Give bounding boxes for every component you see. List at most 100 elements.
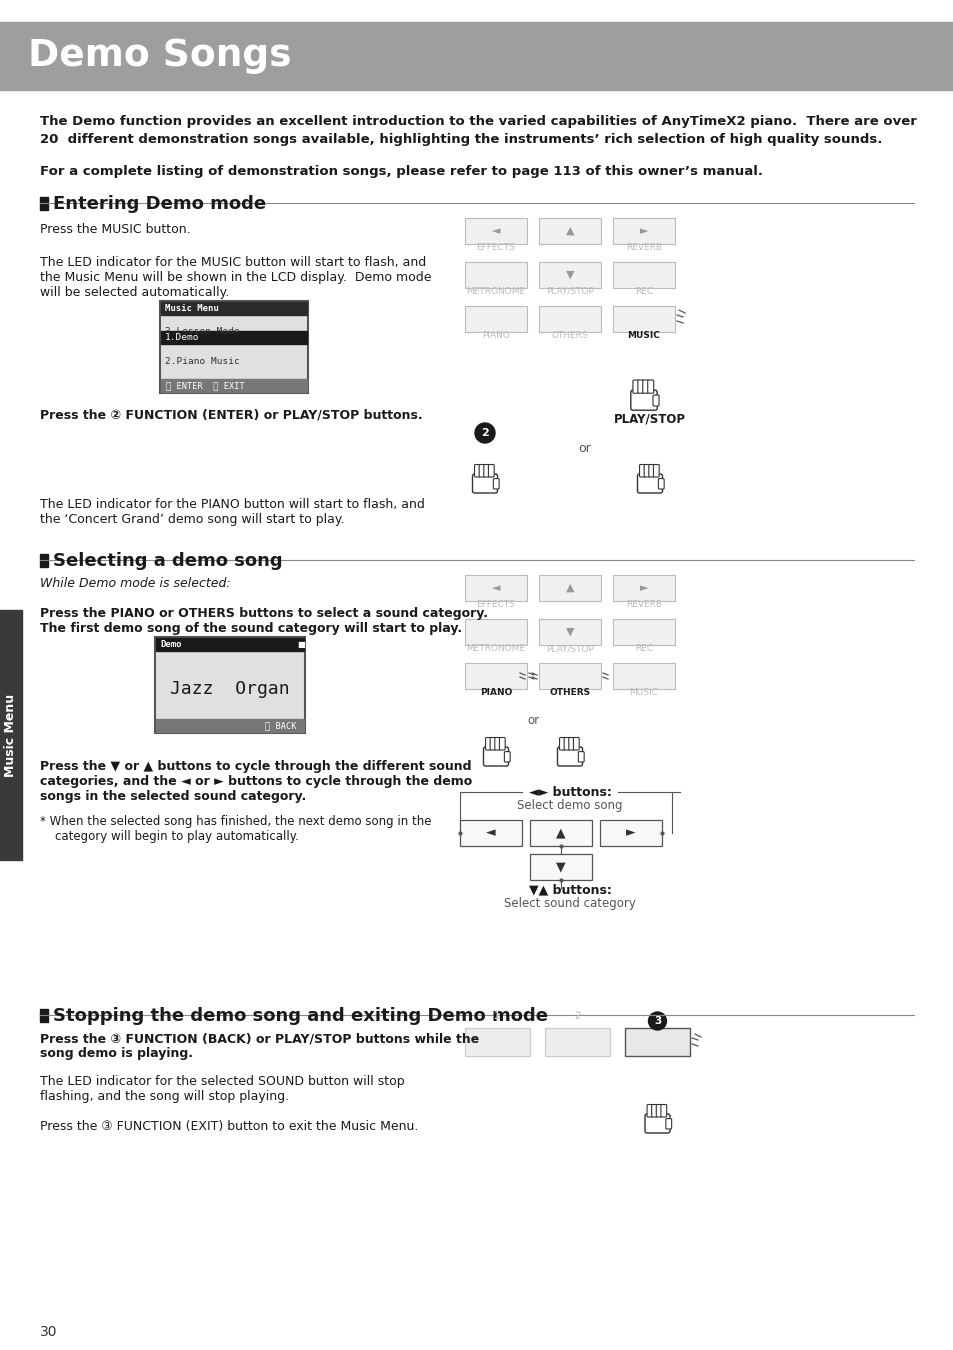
FancyBboxPatch shape <box>464 663 526 688</box>
Text: MUSIC: MUSIC <box>627 331 659 340</box>
FancyBboxPatch shape <box>646 1104 652 1116</box>
Text: PLAY/STOP: PLAY/STOP <box>545 644 594 653</box>
Text: The LED indicator for the selected SOUND button will stop: The LED indicator for the selected SOUND… <box>40 1075 404 1088</box>
Text: ►: ► <box>639 583 648 593</box>
FancyBboxPatch shape <box>538 663 600 688</box>
FancyBboxPatch shape <box>656 1104 661 1116</box>
Text: ▲: ▲ <box>565 583 574 593</box>
FancyBboxPatch shape <box>538 575 600 601</box>
FancyBboxPatch shape <box>483 747 508 765</box>
Text: ◄: ◄ <box>486 826 496 840</box>
Text: The first demo song of the sound category will start to play.: The first demo song of the sound categor… <box>40 622 461 634</box>
FancyBboxPatch shape <box>488 464 494 477</box>
FancyBboxPatch shape <box>538 620 600 645</box>
Text: ▼▲ buttons:: ▼▲ buttons: <box>528 883 611 896</box>
FancyBboxPatch shape <box>485 737 491 751</box>
Text: flashing, and the song will stop playing.: flashing, and the song will stop playing… <box>40 1089 289 1103</box>
Text: ▲: ▲ <box>556 826 565 840</box>
FancyBboxPatch shape <box>464 217 526 244</box>
Text: * When the selected song has finished, the next demo song in the: * When the selected song has finished, t… <box>40 815 431 828</box>
Text: OTHERS: OTHERS <box>551 331 588 340</box>
Text: Demo: Demo <box>160 640 181 649</box>
Text: ② ENTER  ③ EXIT: ② ENTER ③ EXIT <box>166 381 245 390</box>
Text: the Music Menu will be shown in the LCD display.  Demo mode: the Music Menu will be shown in the LCD … <box>40 271 431 284</box>
Text: ◄: ◄ <box>491 225 499 236</box>
Text: PIANO: PIANO <box>479 688 512 697</box>
FancyBboxPatch shape <box>495 737 500 751</box>
Text: ▼: ▼ <box>565 270 574 279</box>
Text: 3.Lesson Mode: 3.Lesson Mode <box>165 327 239 336</box>
Text: 20  different demonstration songs available, highlighting the instruments’ rich : 20 different demonstration songs availab… <box>40 134 882 146</box>
Text: ▲: ▲ <box>565 225 574 236</box>
FancyBboxPatch shape <box>639 464 644 477</box>
Bar <box>161 302 307 315</box>
FancyBboxPatch shape <box>613 306 675 332</box>
Text: EFFECTS: EFFECTS <box>476 243 515 252</box>
FancyBboxPatch shape <box>160 301 308 393</box>
Text: Entering Demo mode: Entering Demo mode <box>53 194 266 213</box>
FancyBboxPatch shape <box>530 819 592 846</box>
Text: category will begin to play automatically.: category will begin to play automaticall… <box>55 830 298 842</box>
FancyBboxPatch shape <box>637 474 661 493</box>
Text: For a complete listing of demonstration songs, please refer to page 113 of this : For a complete listing of demonstration … <box>40 165 762 178</box>
FancyBboxPatch shape <box>613 217 675 244</box>
FancyBboxPatch shape <box>530 855 592 880</box>
FancyBboxPatch shape <box>573 737 578 751</box>
FancyBboxPatch shape <box>613 663 675 688</box>
FancyBboxPatch shape <box>568 737 574 751</box>
Text: ▼: ▼ <box>565 626 574 637</box>
FancyBboxPatch shape <box>648 464 654 477</box>
FancyBboxPatch shape <box>557 747 582 765</box>
Text: 2: 2 <box>574 1011 580 1021</box>
FancyBboxPatch shape <box>493 479 498 489</box>
FancyBboxPatch shape <box>478 464 484 477</box>
FancyBboxPatch shape <box>660 1104 666 1116</box>
Text: PLAY/STOP: PLAY/STOP <box>614 413 685 427</box>
Text: Press the MUSIC button.: Press the MUSIC button. <box>40 223 191 236</box>
Text: REVERB: REVERB <box>625 599 661 609</box>
Text: 2: 2 <box>480 428 488 437</box>
FancyBboxPatch shape <box>538 306 600 332</box>
FancyBboxPatch shape <box>578 752 583 761</box>
FancyBboxPatch shape <box>563 737 569 751</box>
FancyBboxPatch shape <box>638 379 643 393</box>
Circle shape <box>475 423 495 443</box>
Bar <box>0 22 953 90</box>
Text: REVERB: REVERB <box>625 243 661 252</box>
Text: Jazz  Organ: Jazz Organ <box>170 680 290 698</box>
Text: REC: REC <box>635 288 653 296</box>
Text: While Demo mode is selected:: While Demo mode is selected: <box>40 576 231 590</box>
Bar <box>0 610 22 860</box>
Bar <box>156 720 304 732</box>
Text: the ‘Concert Grand’ demo song will start to play.: the ‘Concert Grand’ demo song will start… <box>40 513 344 526</box>
Text: Demo Songs: Demo Songs <box>28 38 292 74</box>
Circle shape <box>648 1012 666 1030</box>
Text: Press the PIANO or OTHERS buttons to select a sound category.: Press the PIANO or OTHERS buttons to sel… <box>40 608 488 620</box>
Text: 1: 1 <box>494 1011 500 1021</box>
Text: or: or <box>578 441 591 455</box>
FancyBboxPatch shape <box>642 379 648 393</box>
FancyBboxPatch shape <box>665 1119 671 1129</box>
FancyBboxPatch shape <box>653 464 659 477</box>
Text: REC: REC <box>635 644 653 653</box>
FancyBboxPatch shape <box>613 262 675 288</box>
Bar <box>40 1008 48 1022</box>
FancyBboxPatch shape <box>613 620 675 645</box>
Text: PIANO: PIANO <box>481 331 510 340</box>
Text: ◄► buttons:: ◄► buttons: <box>528 786 611 798</box>
FancyBboxPatch shape <box>630 390 657 410</box>
Text: song demo is playing.: song demo is playing. <box>40 1048 193 1060</box>
FancyBboxPatch shape <box>643 464 649 477</box>
Text: PLAY/STOP: PLAY/STOP <box>545 288 594 296</box>
FancyBboxPatch shape <box>464 262 526 288</box>
FancyBboxPatch shape <box>658 479 663 489</box>
Text: The Demo function provides an excellent introduction to the varied capabilities : The Demo function provides an excellent … <box>40 115 916 128</box>
Bar <box>156 639 304 651</box>
Text: MUSIC: MUSIC <box>629 688 658 697</box>
FancyBboxPatch shape <box>644 1114 669 1133</box>
FancyBboxPatch shape <box>459 819 521 846</box>
Text: Press the ② FUNCTION (ENTER) or PLAY/STOP buttons.: Press the ② FUNCTION (ENTER) or PLAY/STO… <box>40 408 422 421</box>
Text: The LED indicator for the PIANO button will start to flash, and: The LED indicator for the PIANO button w… <box>40 498 424 512</box>
Text: 2.Piano Music: 2.Piano Music <box>165 356 239 366</box>
Text: EFFECTS: EFFECTS <box>476 599 515 609</box>
